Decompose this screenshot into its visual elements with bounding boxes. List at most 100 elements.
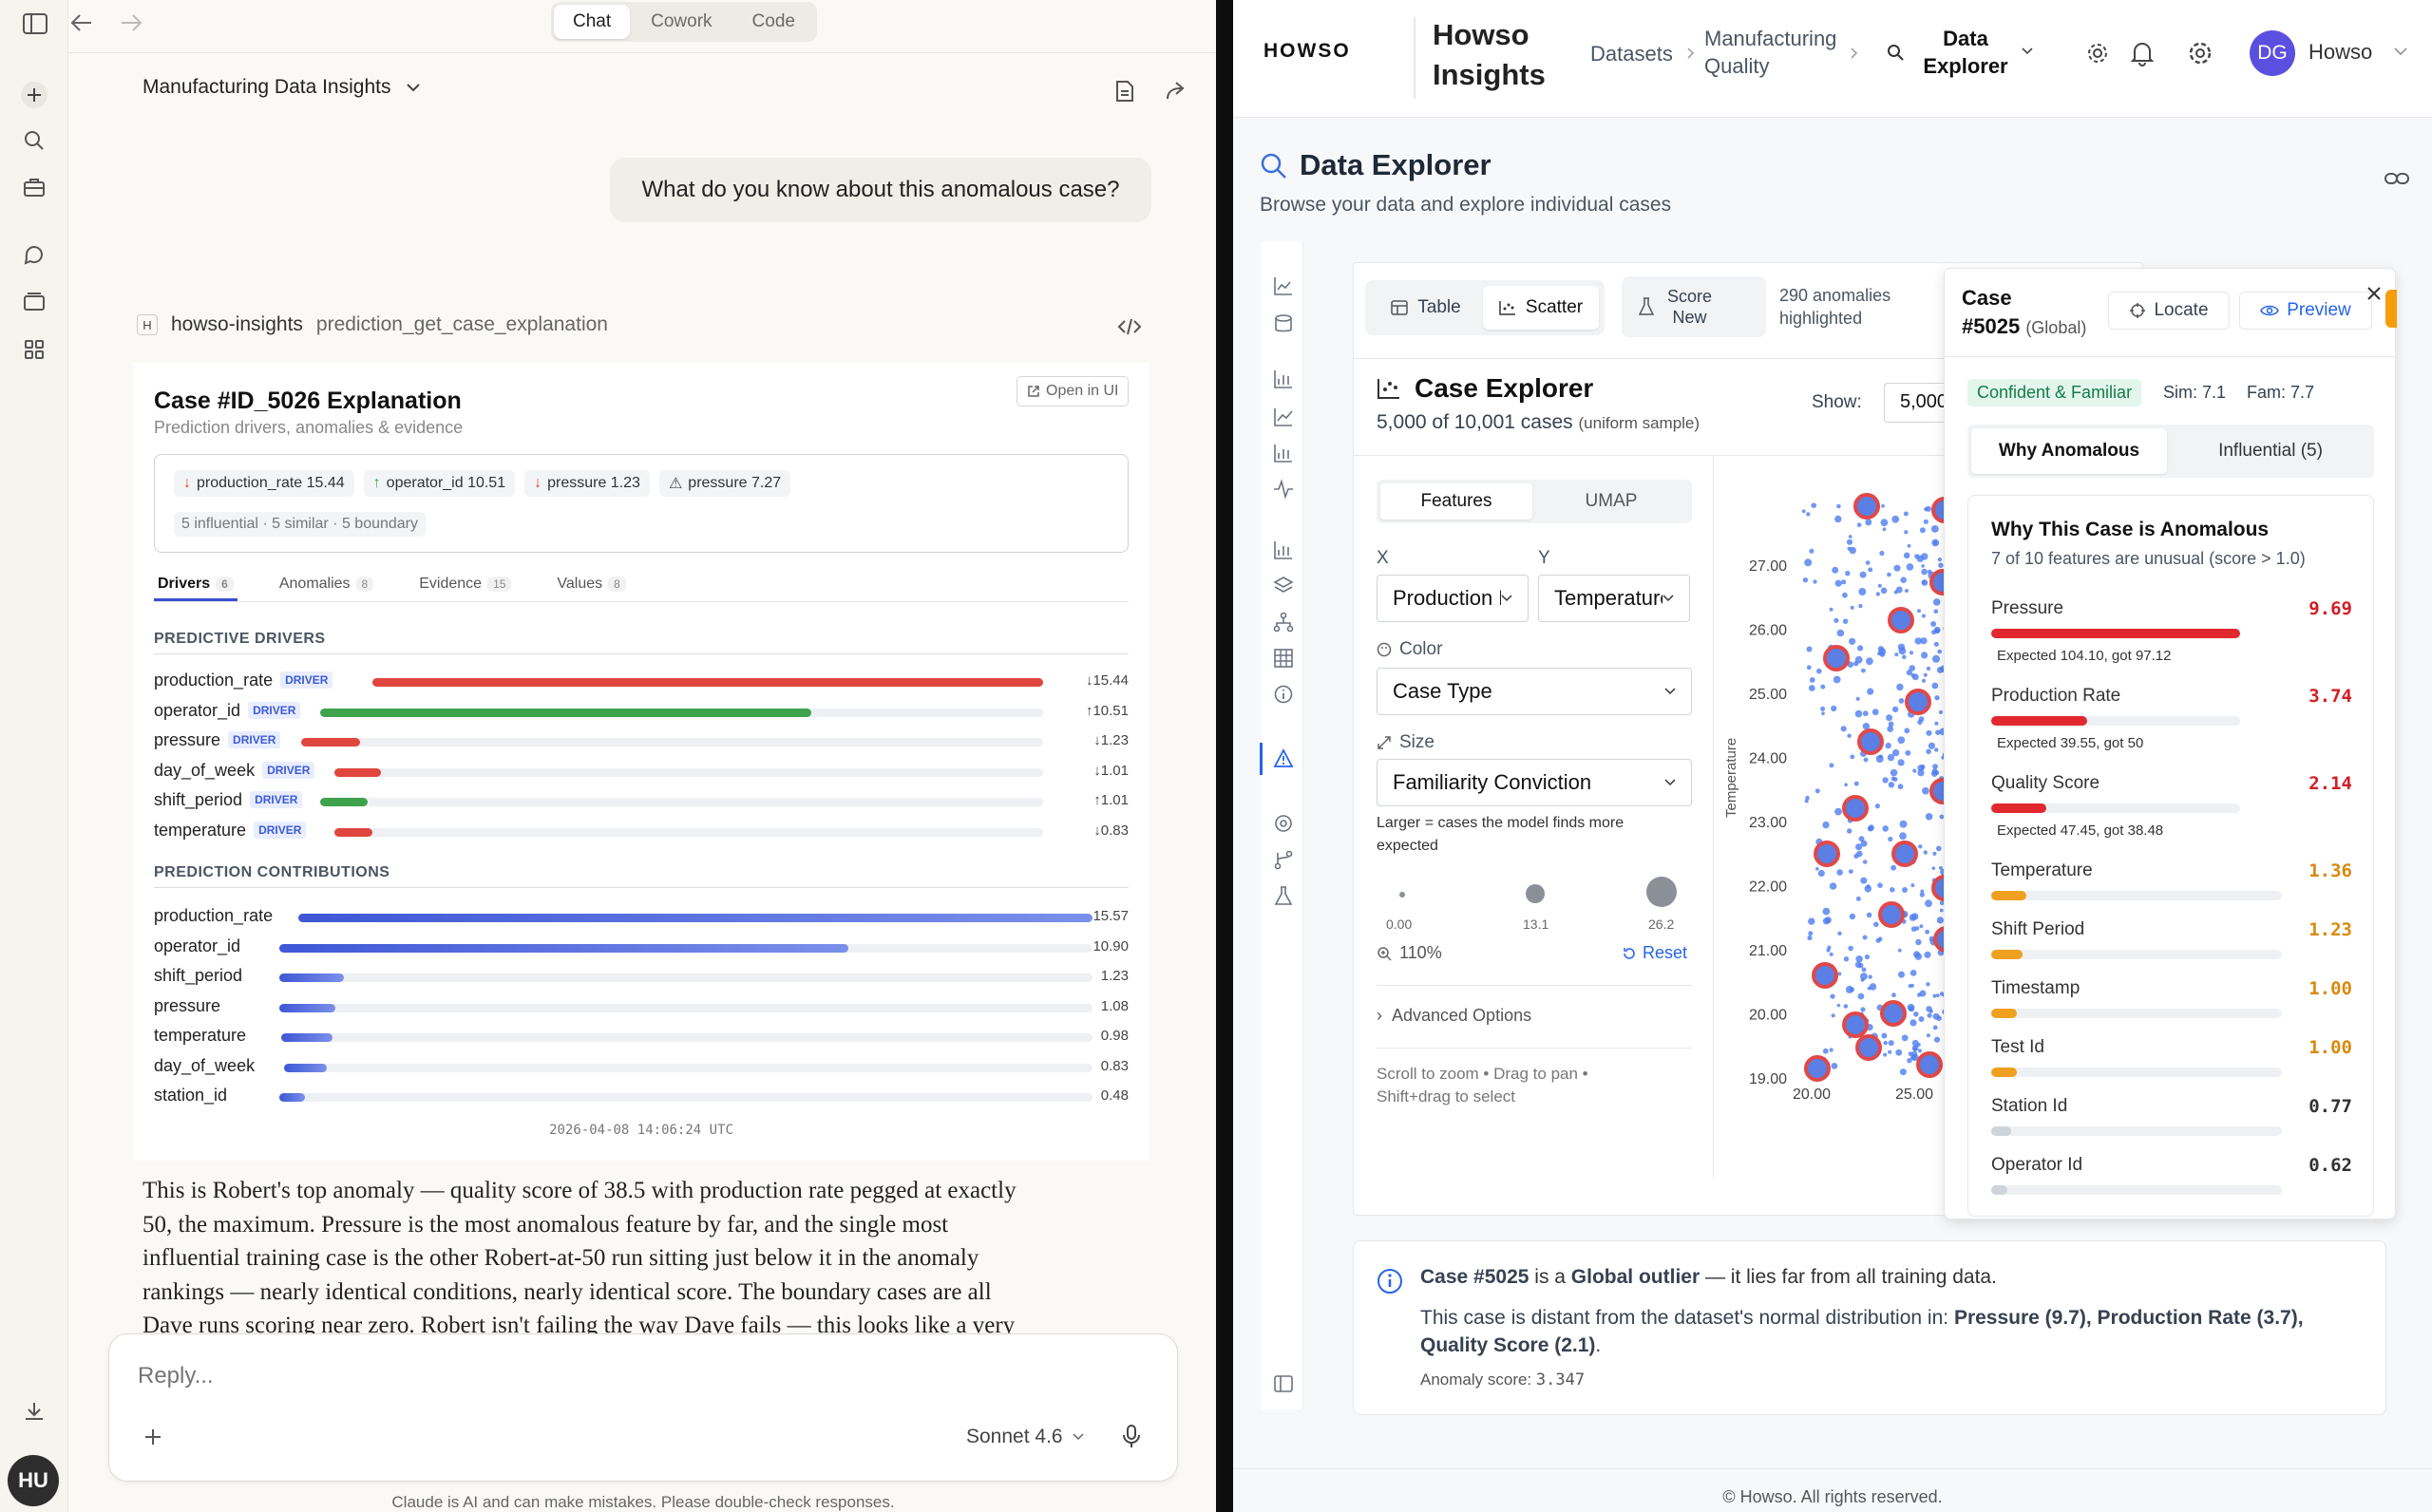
mode-umap-button[interactable]: UMAP [1585,491,1638,511]
panel-edge-tab[interactable] [2385,290,2397,328]
data-point[interactable] [1842,618,1849,624]
data-point[interactable] [1848,869,1853,874]
data-point[interactable] [1921,678,1927,683]
data-point[interactable] [1866,912,1872,918]
data-point[interactable] [1857,992,1865,1000]
anomalous-feature-row[interactable]: Operator Id 0.62 [1991,1155,2352,1212]
bell-icon[interactable] [2130,40,2155,66]
data-point[interactable] [1918,1049,1922,1053]
data-point[interactable] [1926,748,1931,755]
data-point[interactable] [1934,747,1939,752]
data-point[interactable] [1888,1049,1892,1054]
chip[interactable]: ↓ production_rate 15.44 [174,470,354,497]
size-select[interactable]: Familiarity Conviction [1377,759,1692,806]
data-point[interactable] [1902,654,1907,660]
histogram-icon[interactable] [1273,443,1294,463]
data-point[interactable] [1890,864,1896,871]
data-point[interactable] [1925,929,1929,935]
breadcrumb-dataset[interactable]: Manufacturing Quality [1704,25,1836,80]
data-point[interactable] [1860,973,1868,980]
data-point[interactable] [1842,592,1848,598]
anomalous-feature-row[interactable]: Test Id 1.00 [1991,1037,2352,1094]
anomalous-feature-row[interactable]: Quality Score 2.14 Expected 47.45, got 3… [1991,773,2352,839]
data-point[interactable] [1891,515,1900,523]
advanced-options-toggle[interactable]: › Advanced Options [1377,1006,1531,1026]
tab-why-anomalous[interactable]: Why Anomalous [1971,428,2167,474]
sidebar-toggle-icon[interactable] [23,13,48,34]
data-point[interactable] [1910,1019,1917,1027]
data-point[interactable] [1849,637,1856,645]
anomalous-feature-row[interactable]: Station Id 0.77 [1991,1096,2352,1153]
data-point[interactable] [1899,820,1908,828]
data-point[interactable] [1891,992,1896,998]
tab-drivers[interactable]: Drivers 6 [154,570,238,601]
data-point[interactable] [1830,993,1835,999]
data-point[interactable] [1849,546,1856,555]
tab-code[interactable]: Code [751,11,795,31]
data-point[interactable] [1853,781,1859,786]
data-point[interactable] [1895,1049,1903,1056]
data-point[interactable] [1882,527,1887,532]
data-point[interactable] [1847,661,1854,668]
anomaly-point[interactable] [1916,1051,1943,1078]
data-point[interactable] [1925,899,1932,908]
data-point[interactable] [1866,884,1871,889]
reply-input[interactable] [138,1357,1145,1395]
anomalous-feature-row[interactable]: Pressure 9.69 Expected 104.10, got 97.12 [1991,598,2352,664]
data-point[interactable] [1931,682,1939,690]
data-point[interactable] [1867,688,1874,695]
data-point[interactable] [1848,535,1852,539]
anomalous-feature-row[interactable]: Timestamp 1.00 [1991,978,2352,1035]
chats-icon[interactable] [23,243,46,266]
data-point[interactable] [1911,673,1919,681]
data-point[interactable] [1906,670,1912,676]
data-point[interactable] [1822,1048,1829,1054]
data-point[interactable] [1898,971,1905,978]
data-point[interactable] [1837,972,1842,976]
data-point[interactable] [1910,970,1917,976]
data-point[interactable] [1932,654,1940,663]
data-point[interactable] [1930,770,1938,777]
data-point[interactable] [1865,519,1872,526]
data-point[interactable] [1820,706,1826,711]
data-point[interactable] [1918,844,1923,849]
data-point[interactable] [1843,1004,1849,1009]
data-point[interactable] [1917,719,1923,726]
data-point[interactable] [1859,571,1867,578]
data-point[interactable] [1832,566,1839,574]
link-icon[interactable] [2384,171,2409,186]
data-point[interactable] [1804,558,1813,567]
tab-influential[interactable]: Influential (5) [2218,441,2323,461]
anomaly-point[interactable] [1823,645,1850,671]
data-point[interactable] [1874,803,1880,809]
data-point[interactable] [1912,1047,1918,1051]
data-point[interactable] [1806,646,1813,652]
data-point[interactable] [1873,921,1879,928]
anomalous-feature-row[interactable]: Shift Period 1.23 [1991,919,2352,976]
code-icon[interactable] [1117,317,1142,336]
data-point[interactable] [1913,951,1920,958]
data-point[interactable] [1829,952,1834,956]
data-point[interactable] [1845,571,1851,576]
data-point[interactable] [1911,1039,1919,1047]
data-point[interactable] [1868,974,1872,979]
locate-button[interactable]: Locate [2108,292,2230,330]
data-point[interactable] [1841,579,1847,585]
data-point[interactable] [1933,1036,1941,1043]
anomaly-point[interactable] [1804,1055,1831,1082]
data-point[interactable] [1888,721,1894,728]
data-point[interactable] [1907,1058,1912,1064]
data-point[interactable] [1906,563,1914,571]
anomaly-point[interactable] [1878,901,1905,928]
chevron-down-icon[interactable] [2022,47,2033,55]
data-point[interactable] [1844,783,1848,786]
data-point[interactable] [1808,931,1814,936]
data-point[interactable] [1931,539,1940,547]
data-point[interactable] [1815,867,1819,871]
data-point[interactable] [1932,764,1938,769]
user-name[interactable]: Howso [2308,40,2373,64]
data-point[interactable] [1822,907,1831,916]
data-point[interactable] [1855,896,1861,901]
data-point[interactable] [1861,967,1867,973]
data-point[interactable] [1846,539,1853,545]
